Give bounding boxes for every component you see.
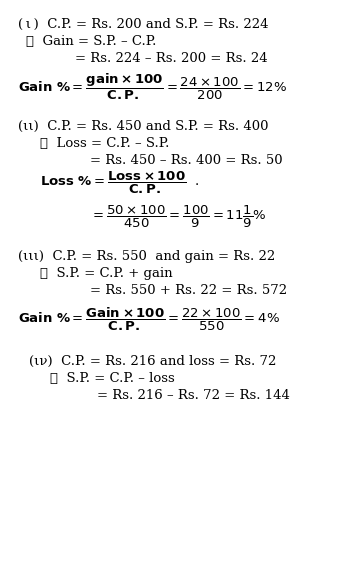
- Text: (ιν)  C.P. = Rs. 216 and loss = Rs. 72: (ιν) C.P. = Rs. 216 and loss = Rs. 72: [29, 355, 276, 368]
- Text: $\mathbf{Gain\ \%} = \dfrac{\mathbf{gain \times 100}}{\mathbf{C.P.}} = \dfrac{24: $\mathbf{Gain\ \%} = \dfrac{\mathbf{gain…: [19, 71, 287, 101]
- Text: ∴  S.P. = C.P. + gain: ∴ S.P. = C.P. + gain: [40, 267, 173, 281]
- Text: $= \dfrac{50 \times 100}{450} = \dfrac{100}{9} = 11\dfrac{1}{9}\%$: $= \dfrac{50 \times 100}{450} = \dfrac{1…: [90, 204, 266, 230]
- Text: ∴  Gain = S.P. – C.P.: ∴ Gain = S.P. – C.P.: [25, 35, 156, 48]
- Text: ∴  S.P. = C.P. – loss: ∴ S.P. = C.P. – loss: [50, 372, 175, 385]
- Text: ∴  Loss = C.P. – S.P.: ∴ Loss = C.P. – S.P.: [40, 137, 169, 150]
- Text: = Rs. 450 – Rs. 400 = Rs. 50: = Rs. 450 – Rs. 400 = Rs. 50: [90, 154, 282, 167]
- Text: $\mathbf{Loss\ \%} = \dfrac{\mathbf{Loss \times 100}}{\mathbf{C.P.}}$  .: $\mathbf{Loss\ \%} = \dfrac{\mathbf{Loss…: [40, 170, 199, 196]
- Text: = Rs. 550 + Rs. 22 = Rs. 572: = Rs. 550 + Rs. 22 = Rs. 572: [90, 285, 287, 297]
- Text: ( ι )  C.P. = Rs. 200 and S.P. = Rs. 224: ( ι ) C.P. = Rs. 200 and S.P. = Rs. 224: [19, 17, 269, 31]
- Text: $\mathbf{Gain\ \%} = \dfrac{\mathbf{Gain \times 100}}{\mathbf{C.P.}} = \dfrac{22: $\mathbf{Gain\ \%} = \dfrac{\mathbf{Gain…: [19, 306, 280, 333]
- Text: = Rs. 224 – Rs. 200 = Rs. 24: = Rs. 224 – Rs. 200 = Rs. 24: [75, 52, 268, 65]
- Text: (ιι)  C.P. = Rs. 450 and S.P. = Rs. 400: (ιι) C.P. = Rs. 450 and S.P. = Rs. 400: [19, 120, 269, 132]
- Text: (ιιι)  C.P. = Rs. 550  and gain = Rs. 22: (ιιι) C.P. = Rs. 550 and gain = Rs. 22: [19, 251, 276, 263]
- Text: = Rs. 216 – Rs. 72 = Rs. 144: = Rs. 216 – Rs. 72 = Rs. 144: [96, 389, 289, 403]
